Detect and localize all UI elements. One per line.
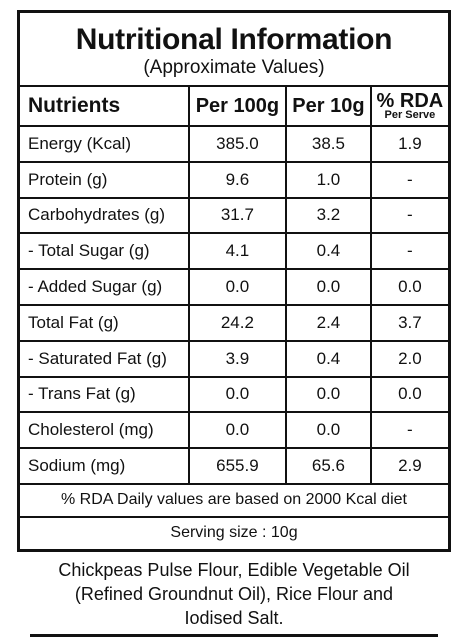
- value-cell: 4.1: [187, 232, 288, 271]
- nutrient-row: Sodium (mg) 655.9 65.6 2.9: [20, 447, 448, 485]
- value-cell: 2.9: [369, 447, 448, 485]
- serving: Serving size : 10g: [20, 515, 448, 549]
- rda-note: Per Serve: [384, 109, 436, 121]
- value-cell: 31.7: [187, 196, 288, 235]
- nutrition-table: Nutrients Per 100g Per 10g% RDA Per Serve En…: [20, 85, 448, 549]
- header-row: Nutrients Per 100g Per 10g% RDA Per Serve: [20, 85, 448, 127]
- ingredients: Chickpeas Pulse Flour, Edible Vegetable …: [0, 558, 468, 630]
- serving-row: Serving size : 10g: [20, 515, 448, 549]
- column-header: Per 100g: [187, 85, 288, 127]
- nutrient-row: - Added Sugar (g) 0.0 0.0 0.0: [20, 268, 448, 306]
- value-cell: 3.2: [285, 196, 372, 235]
- ingredients-line: Iodised Salt.: [184, 608, 284, 628]
- nutrient-name: - Total Sugar (g): [20, 232, 190, 271]
- footnote-row: % RDA Daily values are based on 2000 Kca…: [20, 482, 448, 517]
- nutrient-name: Total Fat (g): [20, 303, 190, 342]
- title: Nutritional Information: [75, 23, 393, 56]
- ingredients-line: (Refined Groundnut Oil), Rice Flour and: [74, 584, 394, 604]
- column-header: Per 10g: [285, 85, 372, 127]
- rda-header: % RDA Per Serve: [372, 90, 448, 121]
- nutrient-row: Total Fat (g) 24.2 2.4 3.7: [20, 303, 448, 342]
- value-cell: -: [369, 411, 448, 450]
- ingredients-line: Chickpeas Pulse Flour, Edible Vegetable …: [58, 560, 410, 580]
- column-header: % RDA Per Serve: [369, 85, 448, 127]
- subtitle: (Approximate Values): [143, 57, 325, 78]
- nutrient-row: Carbohydrates (g) 31.7 3.2-: [20, 196, 448, 235]
- nutrient-name: - Trans Fat (g): [20, 375, 190, 414]
- value-cell: 0.0: [285, 375, 372, 414]
- value-cell: 0.4: [285, 339, 372, 378]
- value-cell: 0.0: [187, 375, 288, 414]
- value-cell: 65.6: [285, 447, 372, 485]
- value-cell: 0.0: [187, 411, 288, 450]
- value-cell: 0.0: [369, 375, 448, 414]
- value-cell: -: [369, 196, 448, 235]
- value-cell: 655.9: [187, 447, 288, 485]
- nutrition-panel: Nutritional Information (Approximate Val…: [17, 10, 451, 552]
- value-cell: 38.5: [285, 125, 372, 163]
- nutrient-row: - Saturated Fat (g) 3.9 0.4 2.0: [20, 339, 448, 378]
- nutrient-name: Cholesterol (mg): [20, 411, 190, 450]
- nutrient-name: Sodium (mg): [20, 447, 190, 485]
- value-cell: 9.6: [187, 160, 288, 199]
- value-cell: -: [369, 232, 448, 271]
- nutrient-name: Energy (Kcal): [20, 125, 190, 163]
- bottom-rule: [30, 634, 438, 637]
- value-cell: 3.7: [369, 303, 448, 342]
- footnote: % RDA Daily values are based on 2000 Kca…: [20, 482, 448, 517]
- nutrient-name: - Saturated Fat (g): [20, 339, 190, 378]
- column-header-text: % RDA: [376, 90, 444, 112]
- value-cell: 0.4: [285, 232, 372, 271]
- value-cell: 3.9: [187, 339, 288, 378]
- value-cell: 0.0: [285, 268, 372, 306]
- value-cell: 385.0: [187, 125, 288, 163]
- nutrient-name: Carbohydrates (g): [20, 196, 190, 235]
- value-cell: 2.4: [285, 303, 372, 342]
- nutrient-row: Protein (g) 9.6 1.0-: [20, 160, 448, 199]
- value-cell: 0.0: [187, 268, 288, 306]
- nutrient-row: Energy (Kcal) 385.0 38.5 1.9: [20, 125, 448, 163]
- value-cell: 1.9: [369, 125, 448, 163]
- nutrient-name: Protein (g): [20, 160, 190, 199]
- value-cell: 0.0: [369, 268, 448, 306]
- nutrient-row: Cholesterol (mg) 0.0 0.0-: [20, 411, 448, 450]
- value-cell: 24.2: [187, 303, 288, 342]
- value-cell: 1.0: [285, 160, 372, 199]
- nutrient-name: - Added Sugar (g): [20, 268, 190, 306]
- nutrient-row: - Total Sugar (g) 4.1 0.4-: [20, 232, 448, 271]
- value-cell: 0.0: [285, 411, 372, 450]
- value-cell: 2.0: [369, 339, 448, 378]
- nutrient-row: - Trans Fat (g) 0.0 0.0 0.0: [20, 375, 448, 414]
- value-cell: -: [369, 160, 448, 199]
- column-header: Nutrients: [20, 85, 190, 127]
